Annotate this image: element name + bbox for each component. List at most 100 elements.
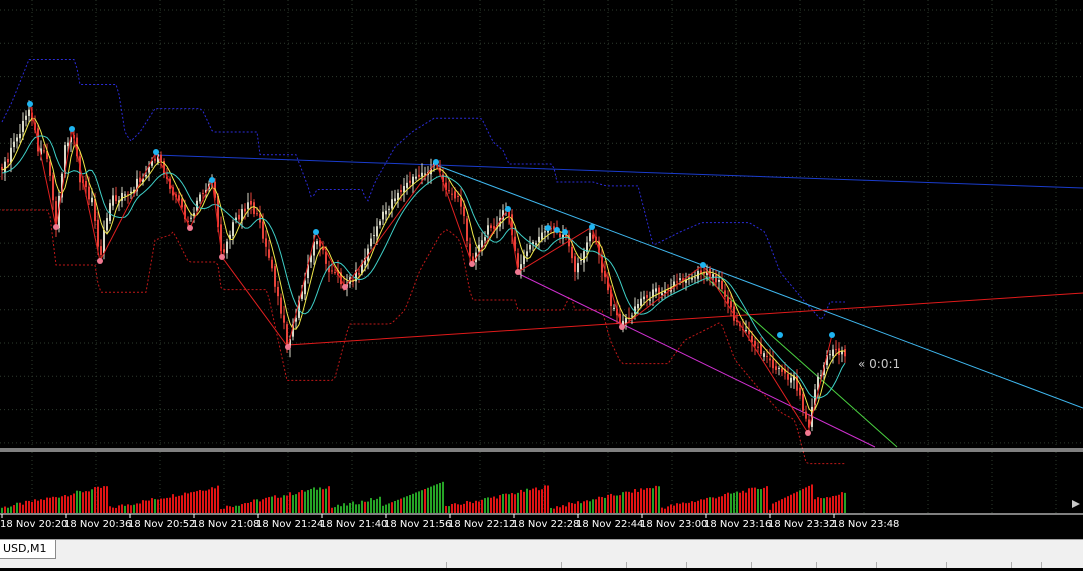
- volume-bar: [40, 499, 42, 513]
- volume-bar: [751, 487, 753, 513]
- candle-body: [466, 218, 468, 242]
- status-field-4: [686, 562, 687, 568]
- candle-body: [604, 270, 606, 278]
- time-label: 18 Nov 21:56: [384, 519, 451, 530]
- candle-body: [634, 306, 636, 314]
- volume-bar: [253, 499, 255, 513]
- candle-body: [385, 210, 387, 215]
- candle-body: [355, 270, 357, 282]
- ma-mid-line: [1, 135, 846, 399]
- trend-lines[interactable]: [154, 154, 1083, 448]
- candle-body: [403, 186, 405, 193]
- swing-high-marker: [562, 229, 568, 235]
- volume-bar: [130, 505, 132, 513]
- candle-body: [130, 191, 132, 194]
- candle-body: [502, 210, 504, 220]
- candle-body: [451, 193, 453, 195]
- volume-bar: [787, 496, 789, 513]
- volume-bar: [115, 507, 117, 513]
- candle-body: [1, 167, 3, 170]
- volume-bar: [235, 505, 237, 513]
- volume-bar: [643, 489, 645, 513]
- volume-bar: [769, 509, 771, 513]
- volume-bar: [289, 492, 291, 513]
- candle-body: [364, 257, 366, 265]
- candle-body: [100, 246, 102, 255]
- volume-bar: [298, 492, 300, 513]
- volume-bar: [49, 497, 51, 513]
- volume-bar: [589, 501, 591, 513]
- volume-bar: [784, 497, 786, 513]
- trend-line-red[interactable]: [287, 292, 1083, 346]
- candle-body: [247, 202, 249, 209]
- volume-bar: [361, 500, 363, 513]
- candle-body: [61, 173, 63, 198]
- candle-body: [793, 375, 795, 381]
- candle-body: [52, 175, 54, 201]
- trend-line-green[interactable]: [699, 271, 898, 448]
- candle-body: [31, 112, 33, 121]
- volume-bar: [715, 498, 717, 513]
- volume-bar: [427, 487, 429, 513]
- candle-body: [340, 272, 342, 285]
- candle-body: [493, 226, 495, 229]
- period-separator-arrow-icon: [1072, 500, 1080, 508]
- trend-line-blue[interactable]: [154, 154, 1083, 189]
- volume-bar: [163, 498, 165, 513]
- candle-body: [571, 247, 573, 259]
- trend-line-magenta[interactable]: [514, 271, 876, 448]
- candle-body: [424, 173, 426, 175]
- candle-body: [235, 217, 237, 221]
- candle-body: [610, 289, 612, 307]
- volume-bar: [223, 509, 225, 513]
- position-label: « 0:0:1: [858, 357, 900, 371]
- candle-body: [49, 161, 51, 176]
- candle-body: [661, 293, 663, 295]
- candle-body: [841, 351, 843, 355]
- volume-bar: [385, 504, 387, 513]
- candle-body: [289, 338, 291, 348]
- candle-body: [601, 255, 603, 273]
- volume-bar: [121, 504, 123, 513]
- symbol-tab[interactable]: USD,M1: [0, 540, 56, 559]
- candle-body: [805, 411, 807, 419]
- volume-bar: [838, 494, 840, 513]
- volume-bar: [544, 485, 546, 513]
- volume-bar: [28, 500, 30, 513]
- candle-body: [592, 234, 594, 239]
- volume-bar: [613, 495, 615, 513]
- volume-bar: [76, 490, 78, 513]
- volume-bar: [166, 497, 168, 513]
- candle-body: [376, 226, 378, 237]
- candle-body: [109, 203, 111, 221]
- volume-bar: [7, 507, 9, 513]
- candle-body: [313, 241, 315, 256]
- candle-body: [358, 273, 360, 275]
- volume-bar: [454, 503, 456, 513]
- volume-bar: [568, 502, 570, 513]
- candle-body: [223, 249, 225, 253]
- volume-bar: [376, 498, 378, 513]
- candle-body: [760, 344, 762, 354]
- candle-body: [406, 182, 408, 188]
- candle-body: [718, 279, 720, 282]
- volume-bar: [394, 501, 396, 513]
- candle-body: [379, 221, 381, 226]
- candle-body: [157, 154, 159, 163]
- trend-line-cyan[interactable]: [435, 164, 1083, 409]
- volume-bar: [796, 491, 798, 513]
- candle-body: [745, 330, 747, 332]
- volume-bar: [835, 495, 837, 513]
- volume-bar: [649, 488, 651, 513]
- candle-body: [220, 224, 222, 252]
- volume-bar: [19, 502, 21, 513]
- candle-body: [622, 320, 624, 326]
- candle-body: [319, 240, 321, 247]
- volume-bar: [37, 500, 39, 513]
- volume-bar: [31, 501, 33, 513]
- status-field-9: [1011, 562, 1012, 568]
- volume-bar: [673, 505, 675, 513]
- candle-body: [307, 264, 309, 278]
